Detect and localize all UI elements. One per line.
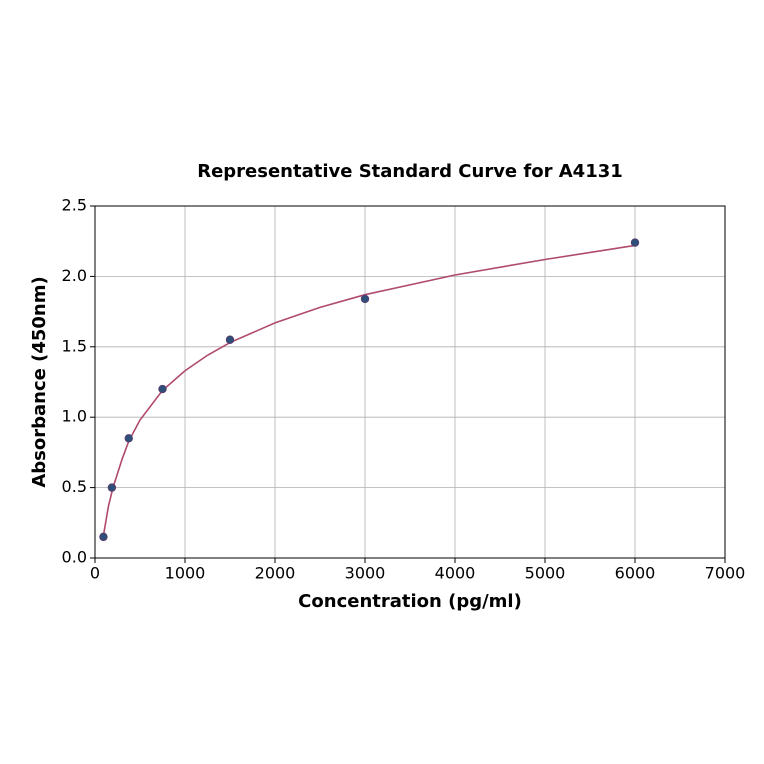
y-tick-label: 0.5	[62, 477, 87, 496]
data-point	[158, 384, 167, 394]
y-tick-label: 2.0	[62, 266, 87, 285]
x-tick-label: 0	[90, 564, 100, 583]
x-tick-label: 3000	[345, 564, 386, 583]
data-point	[225, 335, 235, 344]
x-tick-label: 6000	[615, 564, 656, 583]
x-tick-label: 7000	[705, 564, 746, 583]
data-point	[360, 294, 370, 304]
x-tick-label: 1000	[165, 564, 206, 583]
data-point	[124, 434, 133, 443]
x-tick-label: 4000	[435, 564, 476, 583]
fit-curve	[102, 244, 636, 536]
x-axis-title: Concentration (pg/ml)	[298, 591, 522, 612]
chart-title: Representative Standard Curve for A4131	[197, 161, 623, 182]
data-point	[99, 532, 108, 542]
plot-frame	[94, 205, 726, 559]
y-tick-label: 1.5	[62, 336, 87, 355]
y-tick-label: 0.0	[62, 548, 87, 567]
y-tick-label: 2.5	[62, 196, 87, 215]
y-axis-title: Absorbance (450nm)	[29, 276, 50, 487]
x-tick-label: 2000	[255, 564, 296, 583]
y-tick-label: 1.0	[62, 407, 87, 426]
data-point	[630, 238, 640, 247]
data-point	[107, 483, 117, 492]
x-tick-label: 5000	[525, 564, 566, 583]
